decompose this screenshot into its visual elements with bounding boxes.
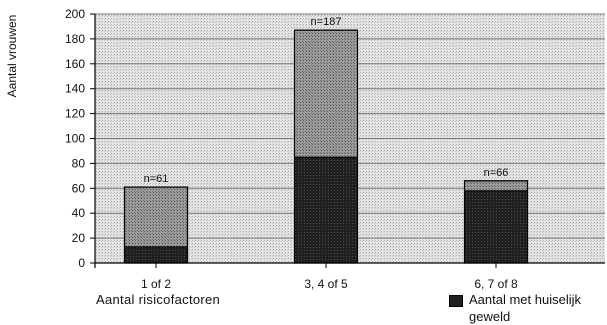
bar-total-label: n=187	[311, 16, 342, 28]
bar-segment-light	[124, 186, 188, 248]
y-tick-label: 120	[65, 107, 85, 121]
legend-swatch-dark	[449, 295, 463, 307]
legend-label: Aantal met huiselijk geweld	[469, 292, 581, 324]
y-tick-label: 20	[72, 231, 86, 245]
y-tick-label: 200	[65, 7, 85, 21]
bar-total-label: n=61	[144, 173, 169, 185]
bar-segment-dark	[464, 190, 528, 264]
bar-segment-dark	[124, 246, 188, 264]
x-category-label: 1 of 2	[141, 277, 171, 291]
y-tick-label: 160	[65, 57, 85, 71]
bar-segment-light	[294, 29, 358, 158]
y-tick-label: 40	[72, 206, 86, 220]
y-tick-label: 60	[72, 181, 86, 195]
bar-segment-light	[464, 180, 528, 192]
x-axis-label: Aantal risicofactoren	[96, 292, 221, 307]
bars: n=61 n=187 n=66	[123, 16, 529, 264]
x-category-label: 3, 4 of 5	[304, 277, 348, 291]
axes: 0 20 40 60 80 100 120 140 160 180 200 1 of 2 3, 4 of…	[65, 7, 605, 291]
y-axis-label: Aantal vrouwen	[5, 15, 19, 98]
y-tick-label: 100	[65, 132, 85, 146]
y-tick-label: 180	[65, 32, 85, 46]
y-tick-label: 140	[65, 82, 85, 96]
y-tick-label: 0	[78, 256, 85, 270]
bar-total-label: n=66	[484, 167, 509, 179]
x-category-label: 6, 7 of 8	[474, 277, 518, 291]
y-tick-label: 80	[72, 156, 86, 170]
bar-segment-dark	[294, 156, 358, 264]
